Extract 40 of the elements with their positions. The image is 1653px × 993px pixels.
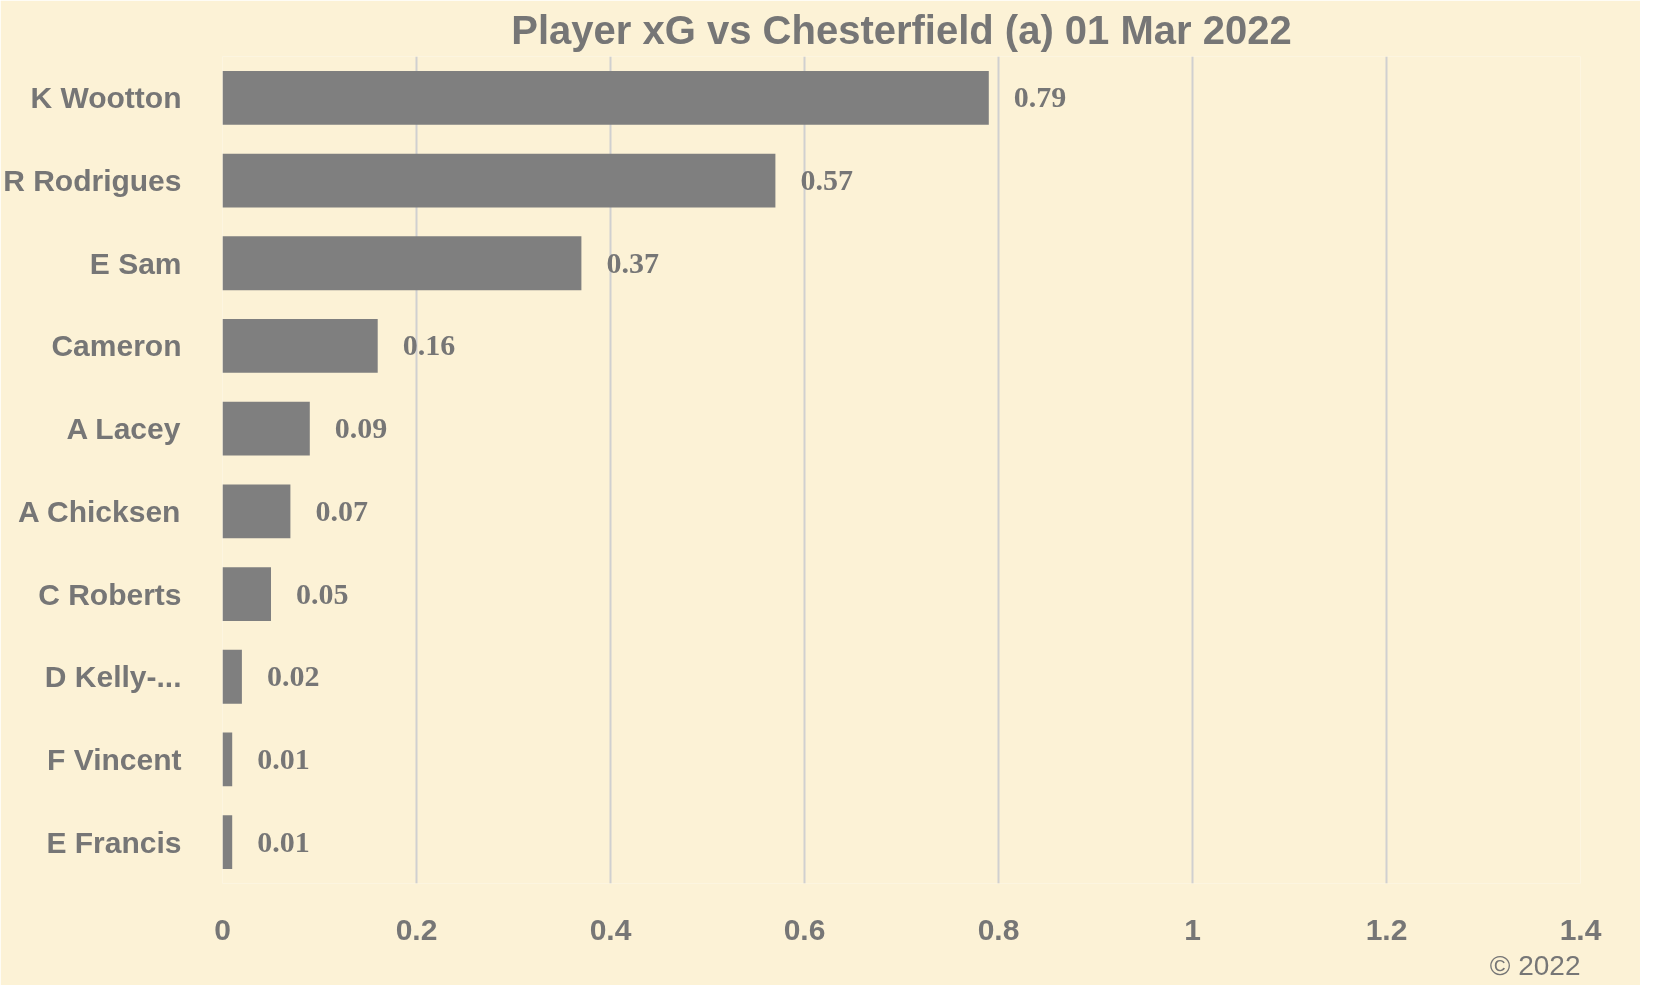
y-tick-label: D Kelly-... <box>44 660 182 694</box>
bar <box>222 236 582 291</box>
bar <box>222 732 233 787</box>
data-label: 0.01 <box>257 824 310 858</box>
x-tick-label: 0.2 <box>395 912 438 946</box>
x-tick-label: 1 <box>1184 912 1201 946</box>
y-tick-label: E Sam <box>89 246 182 280</box>
x-tick-label: 0.4 <box>589 912 632 946</box>
y-tick-label: E Francis <box>46 825 182 859</box>
data-label: 0.02 <box>266 659 320 693</box>
y-tick-label: A Chicksen <box>18 494 181 528</box>
y-tick-label: K Wootton <box>30 81 182 115</box>
text: © 2022 <box>1489 949 1581 981</box>
data-label: 0.07 <box>315 493 368 527</box>
x-tick-label: 0 <box>214 912 231 946</box>
y-tick-label: C Roberts <box>38 577 182 611</box>
data-label: 0.16 <box>402 328 456 362</box>
y-tick-label: A Lacey <box>66 412 181 446</box>
bar <box>222 815 233 870</box>
y-tick-label: R Rodrigues <box>3 164 182 198</box>
chart-title: Player xG vs Chesterfield (a) 01 Mar 2022 <box>511 7 1292 52</box>
x-tick-label: 1.4 <box>1559 912 1602 946</box>
data-label: 0.57 <box>800 163 853 197</box>
bar <box>222 401 310 456</box>
bar <box>222 153 776 208</box>
data-label: 0.01 <box>257 741 310 775</box>
bar <box>222 649 242 704</box>
data-label: 0.05 <box>296 576 349 610</box>
x-tick-label: 1.2 <box>1365 912 1408 946</box>
x-tick-label: 0.6 <box>783 912 826 946</box>
data-label: 0.79 <box>1013 80 1067 114</box>
bar <box>222 319 378 373</box>
data-label: 0.37 <box>606 245 659 279</box>
bar <box>222 484 291 539</box>
bar <box>222 70 989 125</box>
y-tick-label: F Vincent <box>47 742 182 776</box>
data-label: 0.09 <box>334 411 388 445</box>
bar <box>222 567 271 621</box>
x-tick-label: 0.8 <box>977 912 1020 946</box>
y-tick-label: Cameron <box>51 329 182 363</box>
